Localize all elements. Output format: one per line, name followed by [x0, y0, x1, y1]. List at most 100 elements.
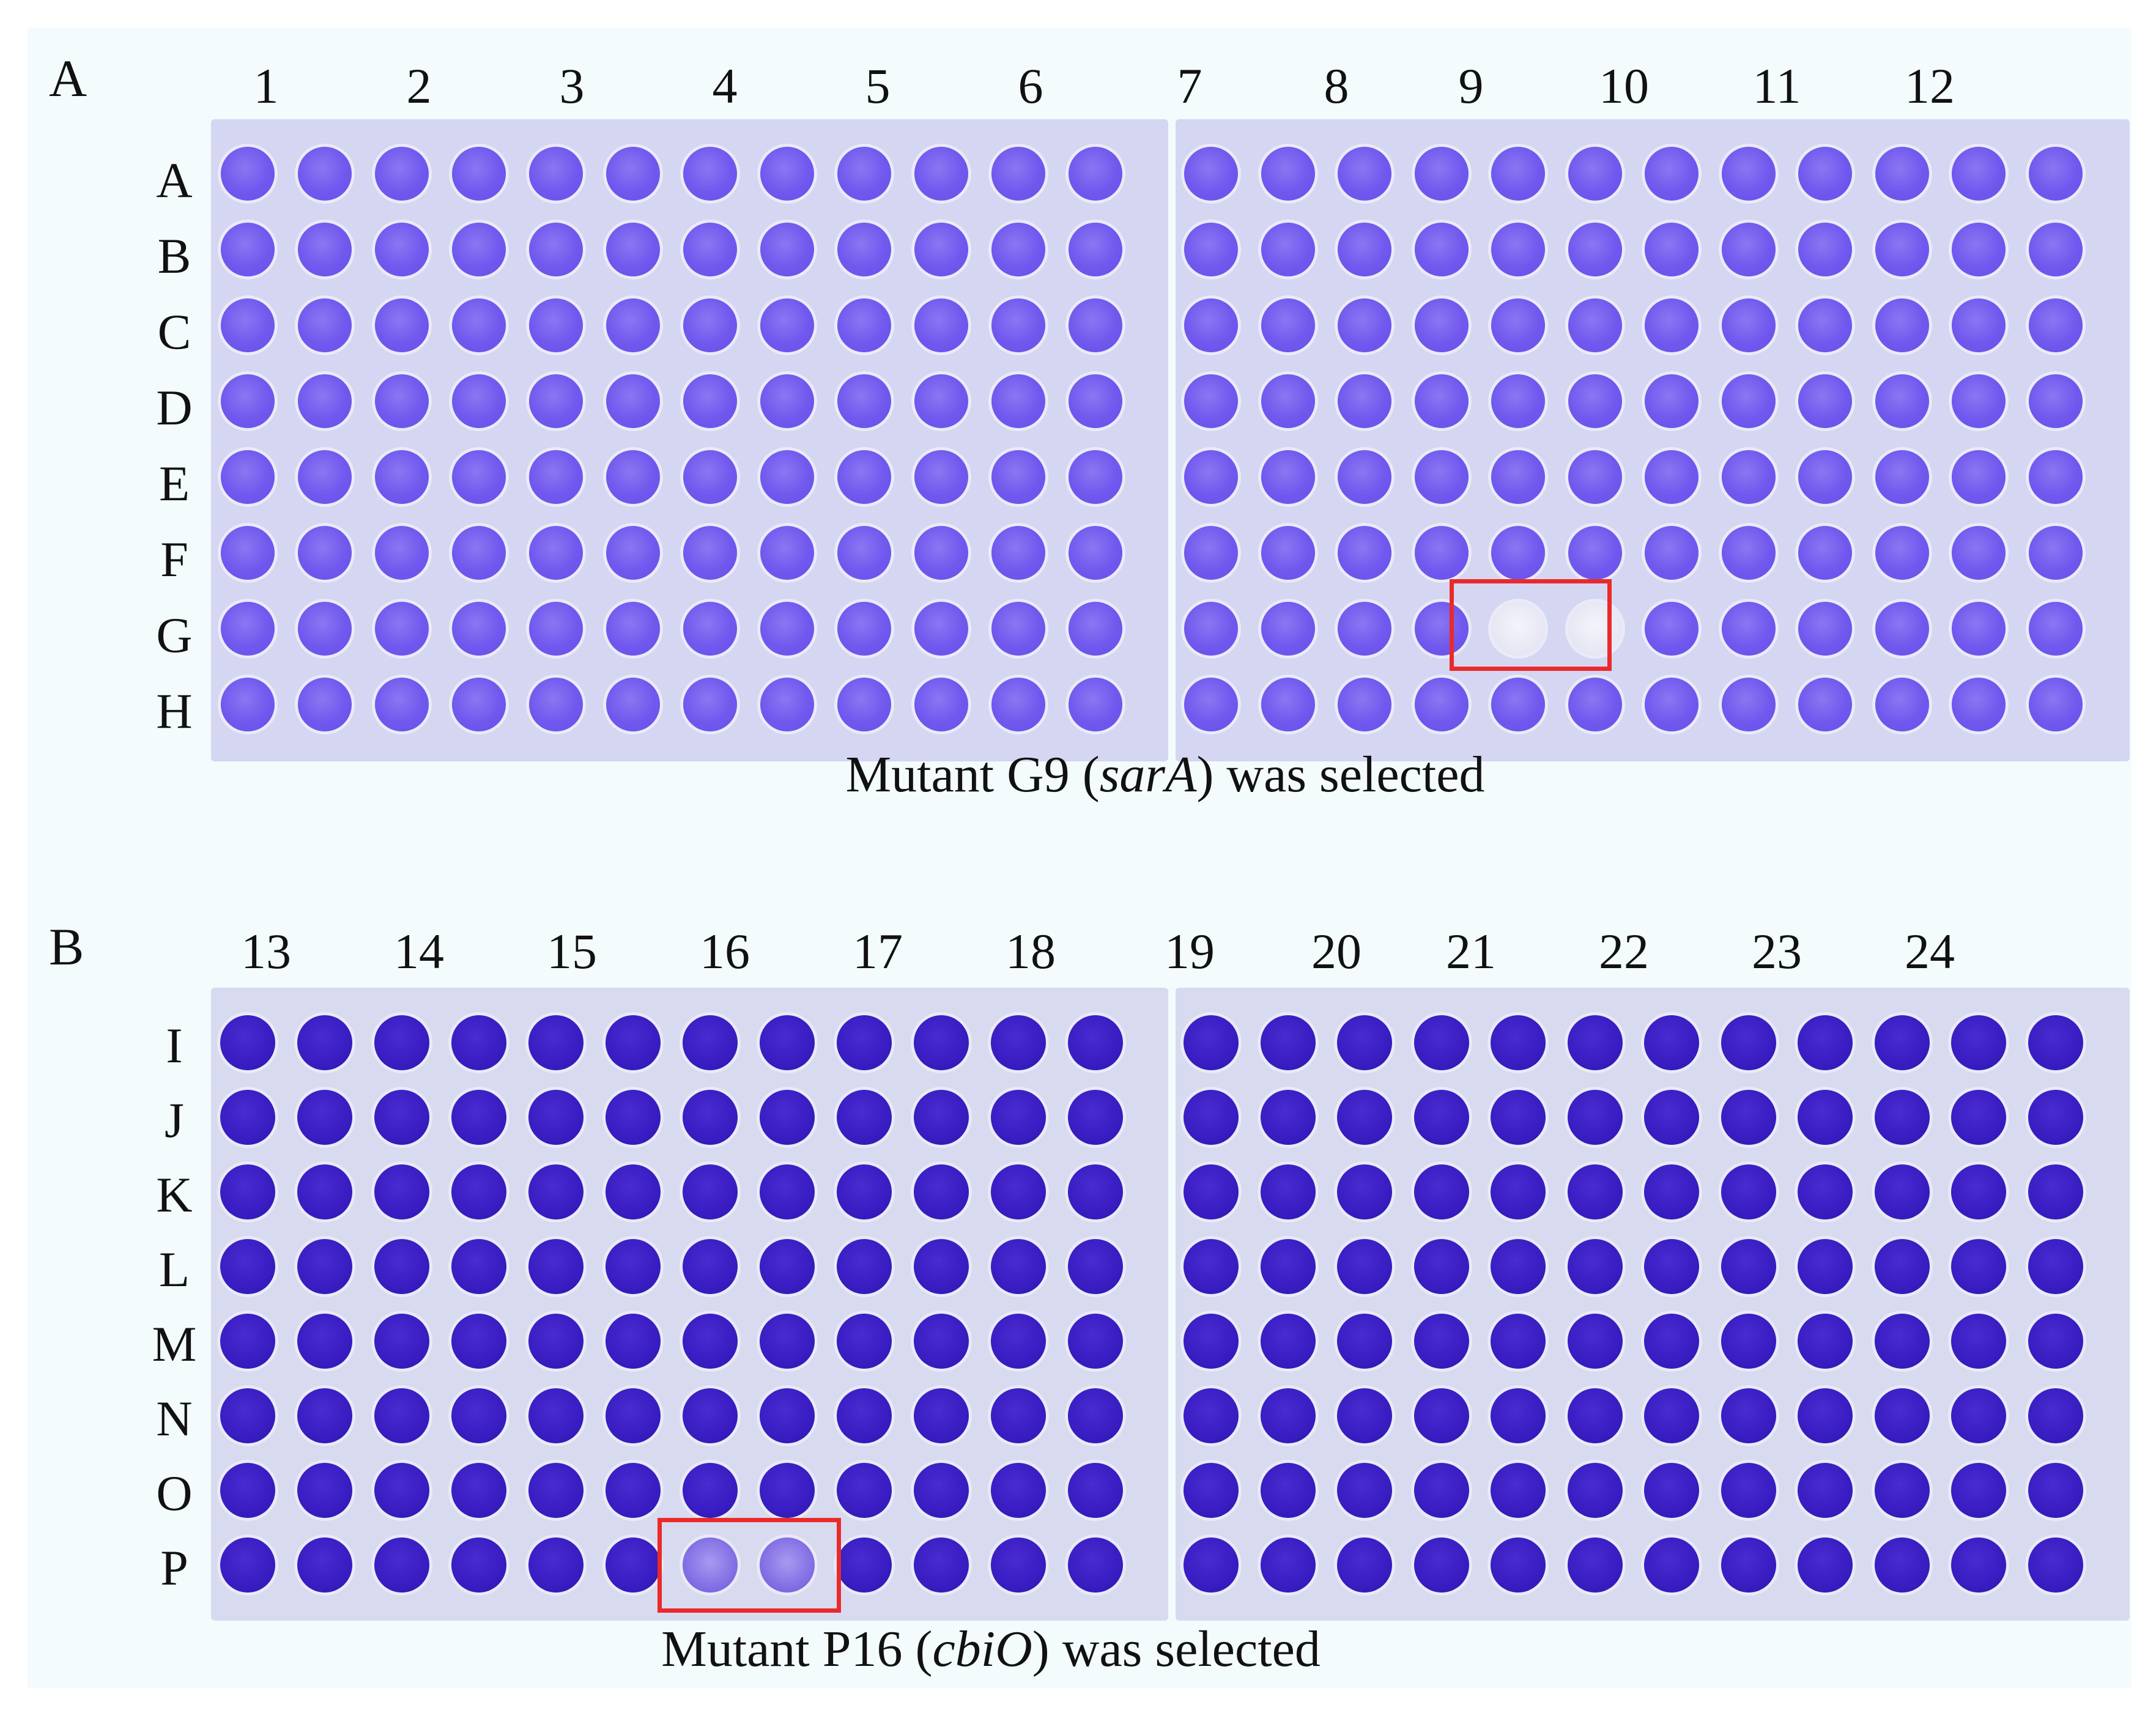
plate-well — [1184, 526, 1238, 580]
plate-well — [1184, 602, 1238, 656]
plate-well — [1721, 1239, 1776, 1294]
plate-well — [991, 1090, 1046, 1145]
plate-well — [298, 374, 352, 428]
plate-well — [1337, 1314, 1392, 1369]
selected-well — [760, 1537, 815, 1593]
plate-well — [991, 1388, 1046, 1443]
plate-well — [1338, 526, 1391, 580]
plate-well — [991, 147, 1045, 201]
column-label: 7 — [1177, 58, 1202, 114]
plate-well — [1338, 678, 1391, 731]
plate-well — [1645, 602, 1698, 656]
plate-well — [1568, 298, 1622, 352]
plate-well — [1874, 1314, 1930, 1369]
plate-well — [1491, 147, 1545, 201]
row-label: H — [156, 683, 193, 739]
column-label: 10 — [1599, 58, 1649, 114]
plate-well — [2028, 1388, 2083, 1443]
plate-well — [1414, 602, 1469, 656]
plate-well — [1184, 1015, 1239, 1070]
row-label: E — [158, 456, 190, 511]
plate-well — [528, 1239, 583, 1294]
plate-well — [1413, 1239, 1469, 1294]
plate-well — [1721, 602, 1776, 656]
plate-well — [374, 1015, 429, 1070]
plate-well — [1414, 223, 1469, 276]
plate-well — [1875, 526, 1929, 580]
plate-well — [528, 1388, 583, 1443]
plate-well — [1260, 1388, 1316, 1443]
plate-well — [1644, 1090, 1699, 1145]
column-label: 19 — [1165, 923, 1215, 979]
plate-well — [914, 298, 968, 352]
plate-well — [606, 678, 660, 731]
plate-well — [837, 1388, 892, 1443]
column-label: 8 — [1324, 58, 1349, 114]
plate-well — [1952, 602, 2006, 656]
plate-well — [1337, 1463, 1392, 1518]
plate-well — [1644, 1463, 1699, 1518]
panel-b-selection-box — [658, 1518, 841, 1613]
plate-well — [2028, 1239, 2083, 1294]
row-label: G — [156, 607, 193, 663]
plate-well — [298, 526, 352, 580]
plate-well — [1875, 678, 1929, 731]
plate-well — [1875, 602, 1929, 656]
plate-well — [1068, 1239, 1123, 1294]
row-label: B — [157, 228, 191, 284]
plate-well — [451, 1090, 506, 1145]
plate-well — [2028, 450, 2083, 504]
plate-well — [529, 223, 583, 276]
plate-well — [606, 374, 660, 428]
row-label: A — [156, 152, 193, 208]
plate-well — [452, 450, 506, 504]
plate-well — [1260, 1463, 1316, 1518]
plate-well — [760, 1463, 815, 1518]
plate-well — [837, 374, 891, 428]
plate-well — [529, 374, 583, 428]
plate-well — [1798, 1015, 1853, 1070]
plate-well — [528, 1537, 583, 1593]
plate-well — [2028, 1314, 2083, 1369]
plate-well — [1645, 450, 1698, 504]
plate-well — [1491, 526, 1545, 580]
plate-well — [1798, 1239, 1853, 1294]
panel-b-caption: Mutant P16 (cbiO) was selected — [661, 1624, 1321, 1675]
plate-well — [2028, 1463, 2083, 1518]
row-label: L — [158, 1241, 190, 1297]
plate-well — [375, 678, 429, 731]
plate-well — [837, 1164, 892, 1219]
plate-well — [297, 1388, 352, 1443]
column-label: 2 — [406, 58, 432, 114]
plate-well — [837, 1090, 892, 1145]
panel-b-caption-pre: Mutant P16 ( — [661, 1621, 933, 1678]
plate-well — [1414, 450, 1469, 504]
plate-well — [297, 1090, 352, 1145]
plate-well — [1069, 678, 1122, 731]
column-label: 1 — [253, 58, 279, 114]
plate-well — [452, 374, 506, 428]
plate-well — [991, 678, 1045, 731]
plate-well — [1068, 1537, 1123, 1593]
plate-well — [914, 1015, 969, 1070]
plate-well — [991, 450, 1045, 504]
plate-well — [606, 1463, 661, 1518]
plate-well — [991, 223, 1045, 276]
plate-well — [1567, 1314, 1623, 1369]
plate-well — [1337, 1388, 1392, 1443]
plate-well — [1952, 147, 2006, 201]
plate-well — [1951, 1015, 2006, 1070]
plate-well — [1413, 1537, 1469, 1593]
plate-well — [1567, 1388, 1623, 1443]
plate-well — [1260, 1537, 1316, 1593]
plate-well — [1260, 1239, 1316, 1294]
plate-well — [1260, 1015, 1316, 1070]
plate-well — [220, 1090, 275, 1145]
plate-well — [1413, 1388, 1469, 1443]
plate-well — [606, 1090, 661, 1145]
plate-well — [375, 374, 429, 428]
plate-well — [914, 526, 968, 580]
panel-b-caption-post: ) was selected — [1032, 1621, 1321, 1678]
panel-a-caption: Mutant G9 (sarA) was selected — [845, 749, 1484, 801]
column-label: 12 — [1905, 58, 1955, 114]
